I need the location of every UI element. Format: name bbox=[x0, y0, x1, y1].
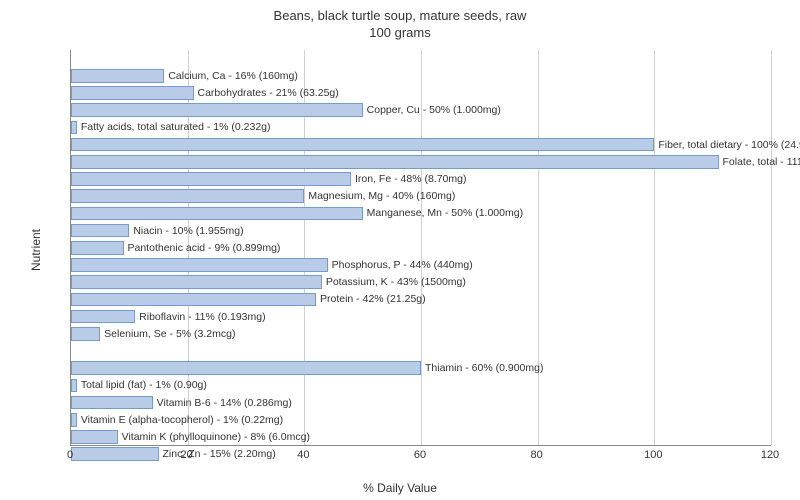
bar-row: Niacin - 10% (1.955mg) bbox=[71, 224, 771, 238]
y-axis-label: Nutrient bbox=[29, 229, 43, 271]
bar-label: Iron, Fe - 48% (8.70mg) bbox=[355, 173, 466, 185]
bar-label: Fatty acids, total saturated - 1% (0.232… bbox=[81, 121, 271, 133]
nutrient-bar bbox=[71, 241, 124, 255]
bar-label: Selenium, Se - 5% (3.2mcg) bbox=[104, 328, 235, 340]
bar-row: Fiber, total dietary - 100% (24.9g) bbox=[71, 138, 771, 152]
x-tick: 100 bbox=[644, 449, 662, 461]
nutrient-bar bbox=[71, 138, 654, 152]
x-tick: 120 bbox=[761, 449, 779, 461]
bar-row: Copper, Cu - 50% (1.000mg) bbox=[71, 103, 771, 117]
bar-row bbox=[71, 52, 771, 66]
bar-row: Folate, total - 111% (444mcg) bbox=[71, 155, 771, 169]
bar-label: Niacin - 10% (1.955mg) bbox=[133, 225, 243, 237]
nutrient-bar bbox=[71, 86, 194, 100]
bar-label: Vitamin B-6 - 14% (0.286mg) bbox=[157, 397, 292, 409]
bar-row: Magnesium, Mg - 40% (160mg) bbox=[71, 189, 771, 203]
bar-label: Vitamin K (phylloquinone) - 8% (6.0mcg) bbox=[122, 431, 310, 443]
x-axis-label: % Daily Value bbox=[363, 481, 437, 495]
bar-label: Manganese, Mn - 50% (1.000mg) bbox=[367, 207, 523, 219]
bar-row: Pantothenic acid - 9% (0.899mg) bbox=[71, 241, 771, 255]
nutrient-bar bbox=[71, 103, 363, 117]
nutrient-bar bbox=[71, 275, 322, 289]
x-tick: 0 bbox=[67, 449, 73, 461]
bar-row bbox=[71, 344, 771, 358]
nutrient-bar bbox=[71, 447, 159, 461]
nutrient-bar bbox=[71, 310, 135, 324]
nutrient-bar bbox=[71, 258, 328, 272]
gridline bbox=[771, 50, 772, 445]
bar-row: Protein - 42% (21.25g) bbox=[71, 293, 771, 307]
bar-row: Phosphorus, P - 44% (440mg) bbox=[71, 258, 771, 272]
bar-label: Phosphorus, P - 44% (440mg) bbox=[332, 259, 473, 271]
nutrient-bar bbox=[71, 121, 77, 135]
x-tick: 80 bbox=[531, 449, 543, 461]
x-tick: 40 bbox=[297, 449, 309, 461]
bar-label: Vitamin E (alpha-tocopherol) - 1% (0.22m… bbox=[81, 414, 283, 426]
plot-area: Calcium, Ca - 16% (160mg) Carbohydrates -… bbox=[70, 50, 771, 446]
nutrient-bar bbox=[71, 207, 363, 221]
bar-label: Folate, total - 111% (444mcg) bbox=[723, 156, 800, 168]
bar-row: Vitamin B-6 - 14% (0.286mg) bbox=[71, 396, 771, 410]
bar-label: Fiber, total dietary - 100% (24.9g) bbox=[658, 139, 800, 151]
nutrient-bar bbox=[71, 361, 421, 375]
nutrient-bar bbox=[71, 69, 164, 83]
nutrient-bar bbox=[71, 293, 316, 307]
chart-title: Beans, black turtle soup, mature seeds, … bbox=[0, 0, 800, 42]
bar-row: Total lipid (fat) - 1% (0.90g) bbox=[71, 379, 771, 393]
bar-row: Selenium, Se - 5% (3.2mcg) bbox=[71, 327, 771, 341]
bar-row: Vitamin E (alpha-tocopherol) - 1% (0.22m… bbox=[71, 413, 771, 427]
nutrient-bar bbox=[71, 172, 351, 186]
bar-row: Iron, Fe - 48% (8.70mg) bbox=[71, 172, 771, 186]
nutrient-bar bbox=[71, 430, 118, 444]
bar-row: Potassium, K - 43% (1500mg) bbox=[71, 275, 771, 289]
nutrient-bar bbox=[71, 224, 129, 238]
nutrient-bar bbox=[71, 189, 304, 203]
bar-label: Protein - 42% (21.25g) bbox=[320, 293, 426, 305]
bar-row: Calcium, Ca - 16% (160mg) bbox=[71, 69, 771, 83]
nutrient-bar bbox=[71, 379, 77, 393]
bar-label: Calcium, Ca - 16% (160mg) bbox=[168, 70, 298, 82]
bar-label: Thiamin - 60% (0.900mg) bbox=[425, 362, 543, 374]
bar-label: Zinc, Zn - 15% (2.20mg) bbox=[163, 448, 276, 460]
bar-label: Riboflavin - 11% (0.193mg) bbox=[139, 311, 265, 323]
bar-label: Carbohydrates - 21% (63.25g) bbox=[198, 87, 339, 99]
nutrient-bar bbox=[71, 413, 77, 427]
bar-label: Copper, Cu - 50% (1.000mg) bbox=[367, 104, 501, 116]
x-tick: 60 bbox=[414, 449, 426, 461]
bar-row: Vitamin K (phylloquinone) - 8% (6.0mcg) bbox=[71, 430, 771, 444]
nutrient-chart: Beans, black turtle soup, mature seeds, … bbox=[0, 0, 800, 500]
title-line-1: Beans, black turtle soup, mature seeds, … bbox=[274, 8, 527, 23]
bar-row: Fatty acids, total saturated - 1% (0.232… bbox=[71, 121, 771, 135]
bar-row: Manganese, Mn - 50% (1.000mg) bbox=[71, 207, 771, 221]
bar-label: Potassium, K - 43% (1500mg) bbox=[326, 276, 466, 288]
bar-label: Pantothenic acid - 9% (0.899mg) bbox=[128, 242, 281, 254]
bar-label: Total lipid (fat) - 1% (0.90g) bbox=[81, 379, 207, 391]
bar-row: Riboflavin - 11% (0.193mg) bbox=[71, 310, 771, 324]
bar-label: Magnesium, Mg - 40% (160mg) bbox=[308, 190, 455, 202]
bar-row: Carbohydrates - 21% (63.25g) bbox=[71, 86, 771, 100]
bar-row: Thiamin - 60% (0.900mg) bbox=[71, 361, 771, 375]
nutrient-bar bbox=[71, 155, 719, 169]
nutrient-bar bbox=[71, 327, 100, 341]
nutrient-bar bbox=[71, 396, 153, 410]
title-line-2: 100 grams bbox=[369, 25, 430, 40]
